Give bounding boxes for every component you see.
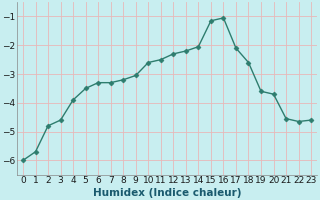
- X-axis label: Humidex (Indice chaleur): Humidex (Indice chaleur): [93, 188, 241, 198]
